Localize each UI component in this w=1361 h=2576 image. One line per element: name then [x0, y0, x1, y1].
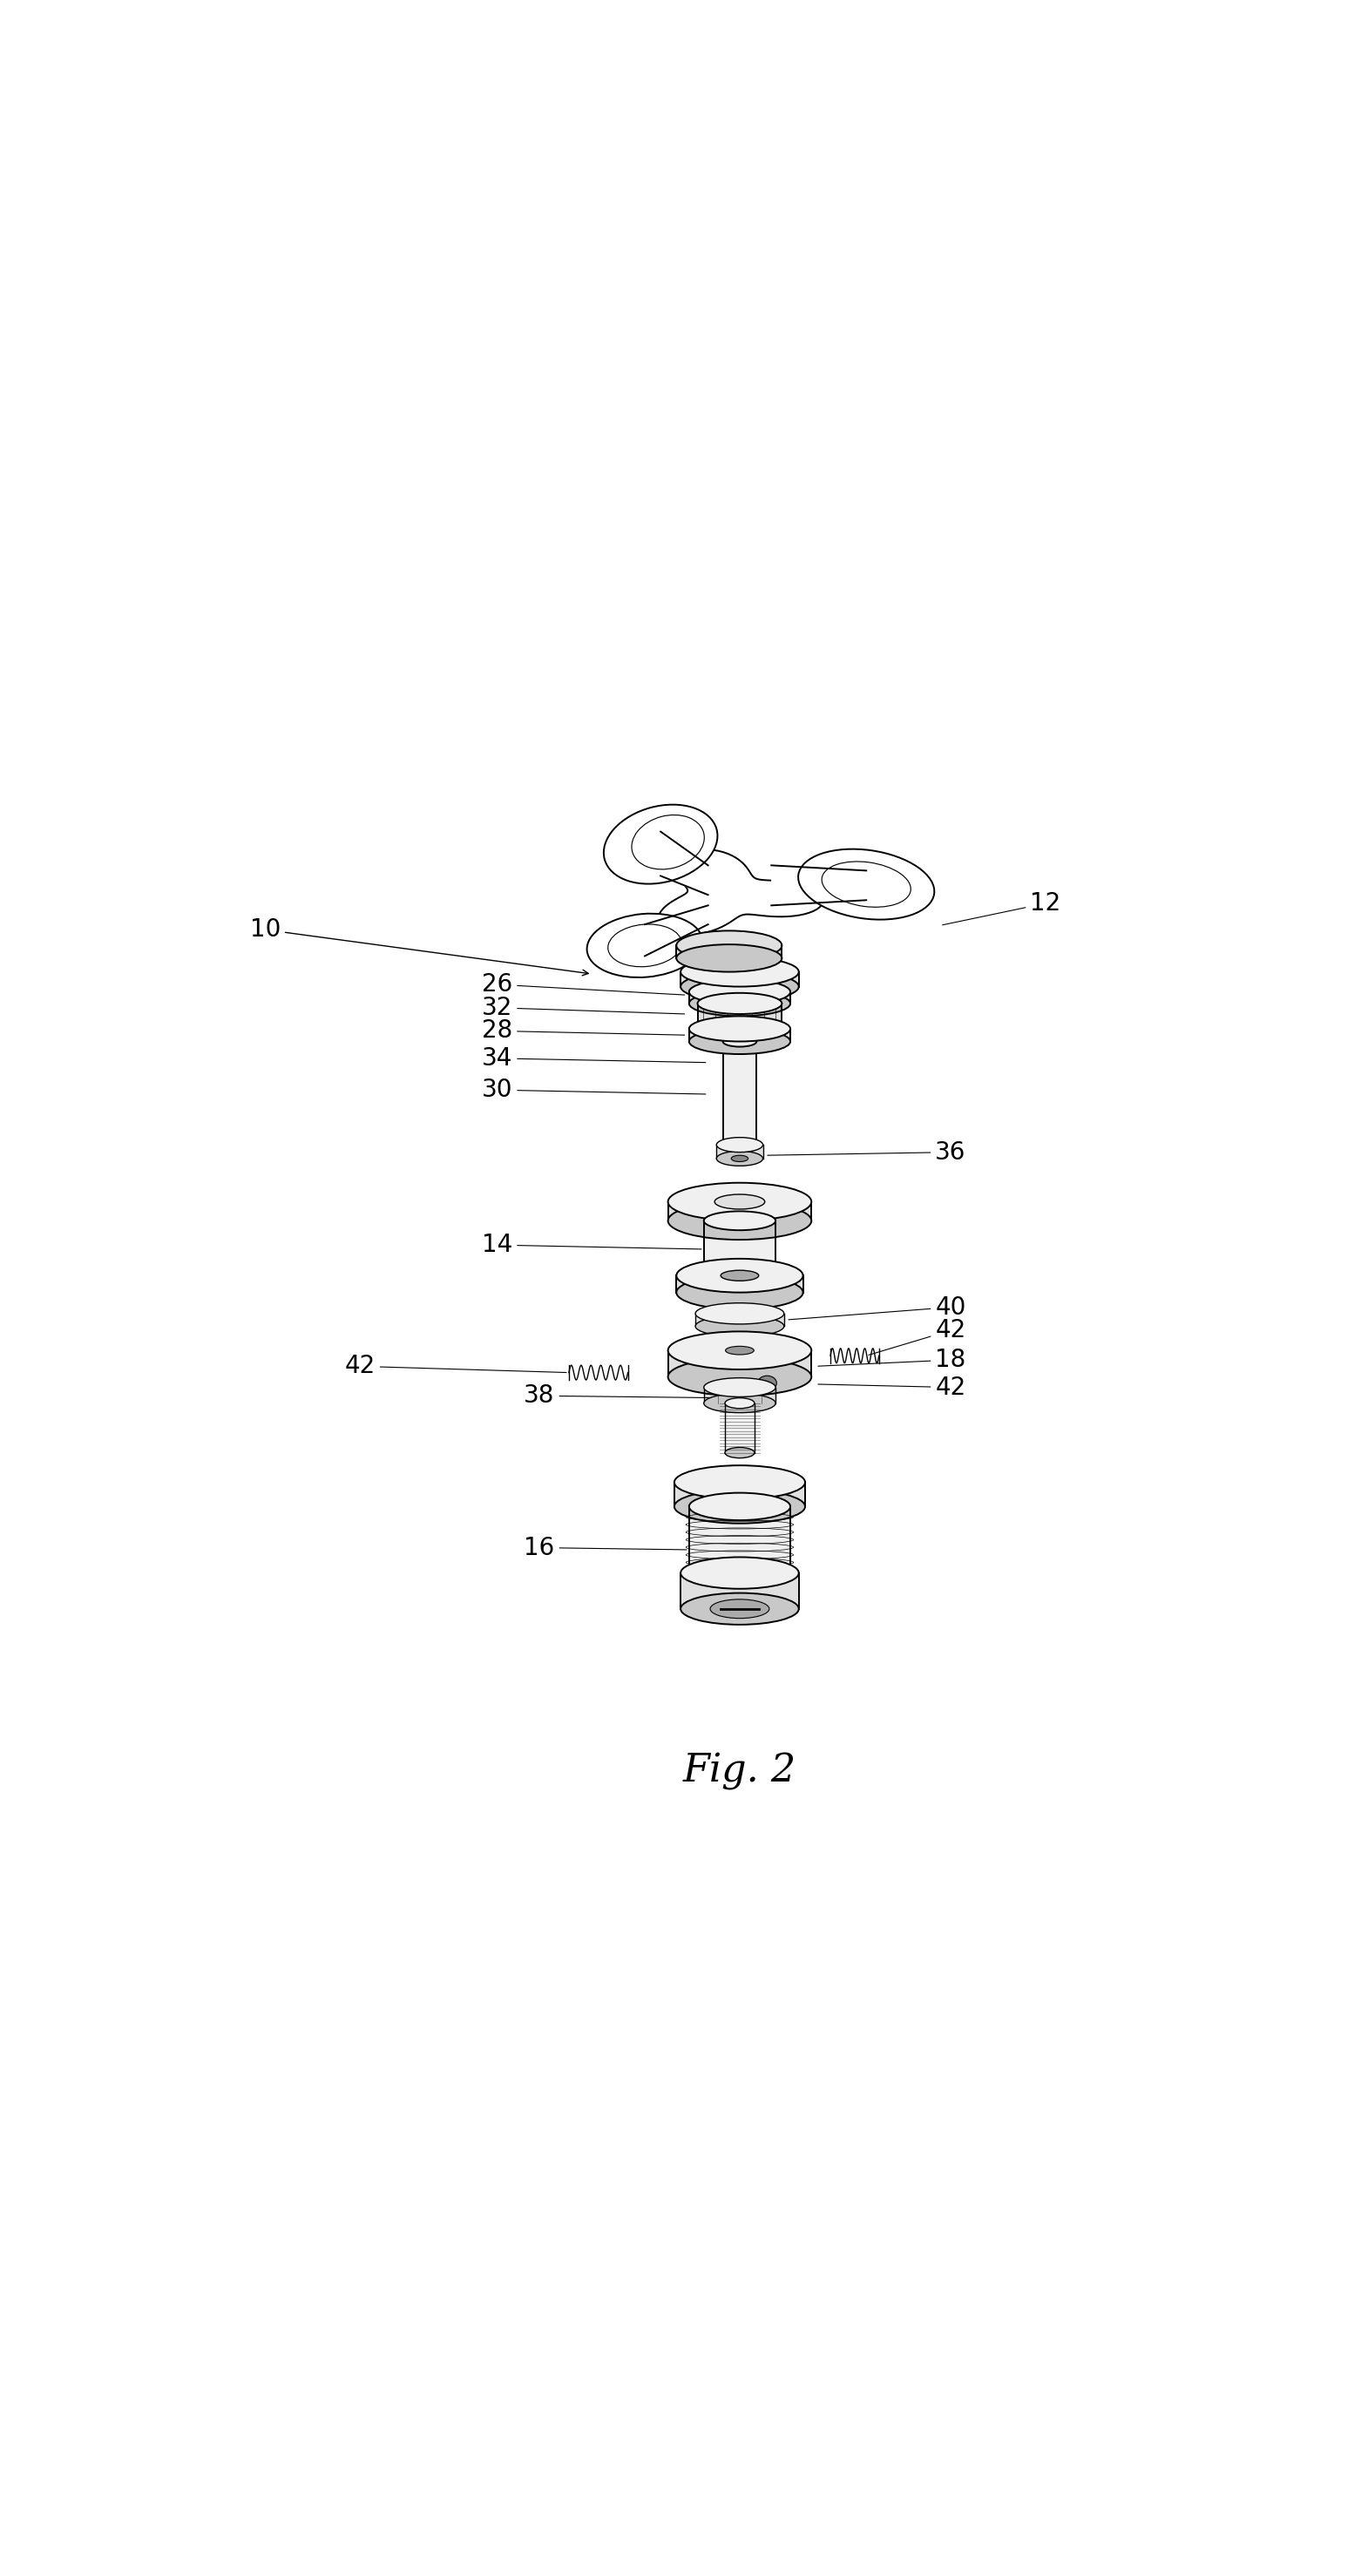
- Ellipse shape: [725, 1347, 754, 1355]
- Ellipse shape: [674, 1489, 806, 1522]
- Ellipse shape: [668, 1358, 811, 1396]
- Bar: [674, 1481, 806, 1507]
- Text: 40: 40: [788, 1296, 966, 1319]
- Ellipse shape: [725, 1399, 754, 1409]
- Ellipse shape: [721, 1270, 758, 1280]
- Text: 36: 36: [768, 1141, 966, 1164]
- Ellipse shape: [723, 1036, 757, 1046]
- Text: Fig. 2: Fig. 2: [683, 1752, 796, 1790]
- Bar: [716, 1144, 764, 1159]
- Bar: [668, 1203, 811, 1221]
- Ellipse shape: [723, 1139, 757, 1149]
- Ellipse shape: [680, 1592, 799, 1625]
- Ellipse shape: [689, 1494, 791, 1520]
- Bar: [697, 1005, 781, 1028]
- Text: 42: 42: [344, 1355, 566, 1378]
- Ellipse shape: [716, 1306, 764, 1319]
- Bar: [676, 945, 783, 958]
- Ellipse shape: [712, 1023, 768, 1036]
- Ellipse shape: [668, 1332, 811, 1370]
- Ellipse shape: [668, 1203, 811, 1239]
- Ellipse shape: [704, 1265, 776, 1285]
- Text: 18: 18: [818, 1347, 966, 1373]
- Bar: [689, 1507, 791, 1574]
- Text: 42: 42: [868, 1319, 966, 1355]
- Ellipse shape: [704, 1394, 776, 1412]
- Ellipse shape: [676, 930, 781, 961]
- Ellipse shape: [725, 1448, 754, 1458]
- Ellipse shape: [676, 1275, 803, 1309]
- Bar: [723, 1041, 757, 1144]
- Text: 14: 14: [482, 1234, 701, 1257]
- Bar: [704, 1221, 776, 1275]
- Ellipse shape: [693, 1190, 787, 1213]
- Ellipse shape: [689, 1558, 791, 1587]
- Bar: [680, 971, 799, 987]
- Bar: [704, 1388, 776, 1404]
- Text: 16: 16: [524, 1535, 687, 1561]
- Ellipse shape: [695, 1316, 784, 1337]
- Text: 42: 42: [818, 1376, 966, 1399]
- Ellipse shape: [676, 945, 781, 971]
- Polygon shape: [659, 850, 823, 935]
- Ellipse shape: [708, 1342, 772, 1360]
- Ellipse shape: [697, 1018, 783, 1038]
- Bar: [676, 1275, 803, 1293]
- Ellipse shape: [706, 963, 773, 981]
- Bar: [695, 1314, 784, 1327]
- Bar: [689, 992, 791, 1005]
- Ellipse shape: [689, 1015, 791, 1041]
- Text: 12: 12: [942, 891, 1062, 925]
- Ellipse shape: [604, 804, 717, 884]
- Bar: [689, 1028, 791, 1041]
- Ellipse shape: [798, 850, 935, 920]
- Text: 32: 32: [482, 994, 685, 1020]
- Text: 10: 10: [249, 917, 588, 976]
- Ellipse shape: [680, 971, 799, 1002]
- Text: 28: 28: [482, 1018, 685, 1043]
- Ellipse shape: [704, 1378, 776, 1396]
- Bar: [725, 1404, 754, 1453]
- Ellipse shape: [674, 1466, 806, 1499]
- Text: 30: 30: [482, 1077, 705, 1103]
- Ellipse shape: [731, 1157, 749, 1162]
- Bar: [668, 1350, 811, 1376]
- Text: 38: 38: [524, 1383, 720, 1409]
- Ellipse shape: [689, 979, 791, 1005]
- Ellipse shape: [668, 1182, 811, 1221]
- Text: 26: 26: [482, 971, 685, 997]
- Ellipse shape: [587, 914, 702, 976]
- Ellipse shape: [715, 1195, 765, 1208]
- Ellipse shape: [710, 1600, 769, 1618]
- Text: 34: 34: [482, 1046, 705, 1072]
- Ellipse shape: [697, 992, 783, 1015]
- Ellipse shape: [680, 1556, 799, 1589]
- Ellipse shape: [716, 1139, 764, 1151]
- Ellipse shape: [704, 1211, 776, 1231]
- Ellipse shape: [716, 1151, 764, 1167]
- Ellipse shape: [689, 1028, 791, 1054]
- Ellipse shape: [689, 992, 791, 1015]
- Ellipse shape: [680, 958, 799, 987]
- Ellipse shape: [758, 1376, 777, 1391]
- Bar: [680, 1574, 799, 1610]
- Ellipse shape: [676, 1260, 803, 1293]
- Ellipse shape: [695, 1303, 784, 1324]
- Ellipse shape: [702, 1265, 777, 1285]
